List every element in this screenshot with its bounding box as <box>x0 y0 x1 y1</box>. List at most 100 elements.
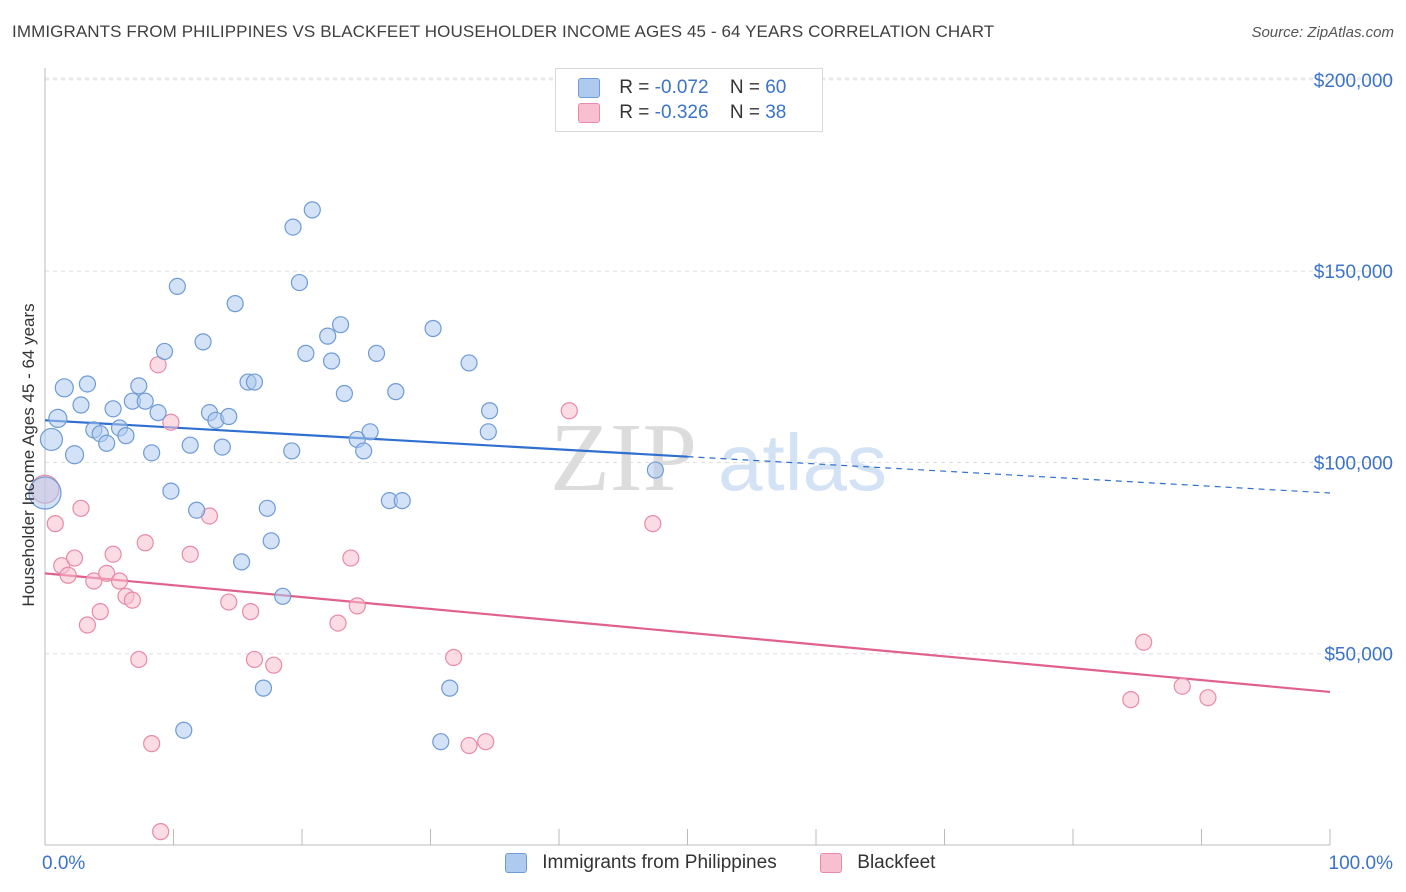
point-philippines <box>155 342 174 361</box>
point-blackfeet <box>46 515 64 533</box>
point-philippines <box>646 461 664 479</box>
point-philippines <box>290 273 309 292</box>
point-philippines <box>432 733 450 751</box>
tick-labels: $50,000 $100,000 $150,000 $200,000 0.0% 100.0… <box>42 71 1393 874</box>
point-philippines <box>322 352 341 370</box>
point-blackfeet <box>329 614 347 632</box>
data-points <box>28 201 1217 841</box>
point-philippines <box>361 423 379 441</box>
point-philippines <box>72 396 90 414</box>
point-philippines <box>149 404 167 422</box>
y-axis-label: Householder Income Ages 45 - 64 years <box>19 303 38 606</box>
point-philippines <box>367 344 386 362</box>
legend-row-philippines: R = -0.072 N = 60 <box>578 77 786 101</box>
point-blackfeet <box>152 823 170 841</box>
series-legend-philippines: Immigrants from Philippines <box>505 852 777 874</box>
point-philippines <box>104 400 122 418</box>
legend-n-label: N = <box>729 102 760 123</box>
point-blackfeet <box>136 534 154 552</box>
correlation-legend: R = -0.072 N = 60 R = -0.326 N = 38 <box>555 68 823 132</box>
point-blackfeet <box>477 733 495 751</box>
point-philippines <box>220 407 238 426</box>
point-blackfeet <box>342 549 360 567</box>
point-philippines <box>54 378 74 398</box>
point-philippines <box>233 553 251 571</box>
point-philippines <box>424 319 442 338</box>
point-philippines <box>39 427 64 452</box>
trend-line-philippines-extension <box>687 456 1331 494</box>
watermark-zip: ZIP <box>550 404 697 512</box>
axes <box>44 68 1331 846</box>
point-blackfeet <box>1122 691 1140 709</box>
x-tick-label-min: 0.0% <box>42 853 85 874</box>
point-philippines <box>303 201 321 219</box>
point-philippines <box>28 476 62 510</box>
point-blackfeet <box>1199 689 1217 707</box>
series-name-philippines: Immigrants from Philippines <box>542 852 777 873</box>
point-blackfeet <box>245 650 264 669</box>
point-blackfeet <box>265 656 283 674</box>
point-blackfeet <box>65 549 84 567</box>
point-philippines <box>213 438 231 456</box>
x-tick-label-max: 100.0% <box>1329 853 1394 874</box>
point-philippines <box>460 354 478 372</box>
point-blackfeet <box>110 572 129 590</box>
point-philippines <box>335 384 354 403</box>
point-philippines <box>283 442 301 460</box>
point-blackfeet <box>130 650 148 669</box>
y-tick-label: $50,000 <box>1324 645 1393 666</box>
point-philippines <box>479 423 497 441</box>
legend-r-value: -0.072 <box>654 77 709 98</box>
point-philippines <box>297 344 315 362</box>
point-philippines <box>175 721 193 739</box>
legend-r-label: R = <box>619 77 650 98</box>
legend-r-label: R = <box>619 102 650 123</box>
legend-n-label: N = <box>729 77 760 98</box>
point-philippines <box>98 434 116 452</box>
point-blackfeet <box>72 499 90 517</box>
point-philippines <box>258 499 276 517</box>
point-philippines <box>78 375 97 393</box>
point-philippines <box>136 392 154 410</box>
legend-swatch-blue <box>578 77 600 98</box>
point-philippines <box>130 377 148 395</box>
point-blackfeet <box>85 572 103 590</box>
point-blackfeet <box>1135 633 1153 651</box>
point-philippines <box>168 277 186 296</box>
series-name-blackfeet: Blackfeet <box>857 852 936 873</box>
point-philippines <box>481 402 499 420</box>
point-philippines <box>331 316 350 334</box>
point-blackfeet <box>78 616 97 634</box>
point-blackfeet <box>123 591 141 609</box>
point-philippines <box>387 383 405 401</box>
legend-n-value: 38 <box>765 102 787 123</box>
series-swatch-pink <box>820 852 842 873</box>
point-blackfeet <box>445 648 463 667</box>
point-philippines <box>64 445 85 465</box>
point-philippines <box>441 679 459 697</box>
point-philippines <box>181 436 199 454</box>
point-philippines <box>188 501 206 519</box>
watermark-atlas: atlas <box>718 418 887 507</box>
point-blackfeet <box>91 603 109 621</box>
legend-swatch-pink <box>578 102 600 123</box>
point-philippines <box>143 444 161 462</box>
point-philippines <box>162 482 180 500</box>
point-blackfeet <box>1173 677 1191 695</box>
point-philippines <box>245 373 264 391</box>
trend-line-blackfeet <box>44 572 1331 694</box>
point-blackfeet <box>644 515 662 533</box>
point-philippines <box>355 442 373 460</box>
point-blackfeet <box>460 736 478 755</box>
legend-n-value: 60 <box>765 77 787 98</box>
chart-title: IMMIGRANTS FROM PHILIPPINES VS BLACKFEET… <box>12 22 995 41</box>
point-blackfeet <box>98 564 116 582</box>
series-legend-blackfeet: Blackfeet <box>820 852 935 874</box>
point-philippines <box>226 295 244 313</box>
y-tick-label: $100,000 <box>1314 453 1393 474</box>
point-philippines <box>393 492 411 510</box>
source-label: Source: ZipAtlas.com <box>1251 24 1394 41</box>
point-blackfeet <box>348 597 366 615</box>
point-philippines <box>254 679 273 697</box>
